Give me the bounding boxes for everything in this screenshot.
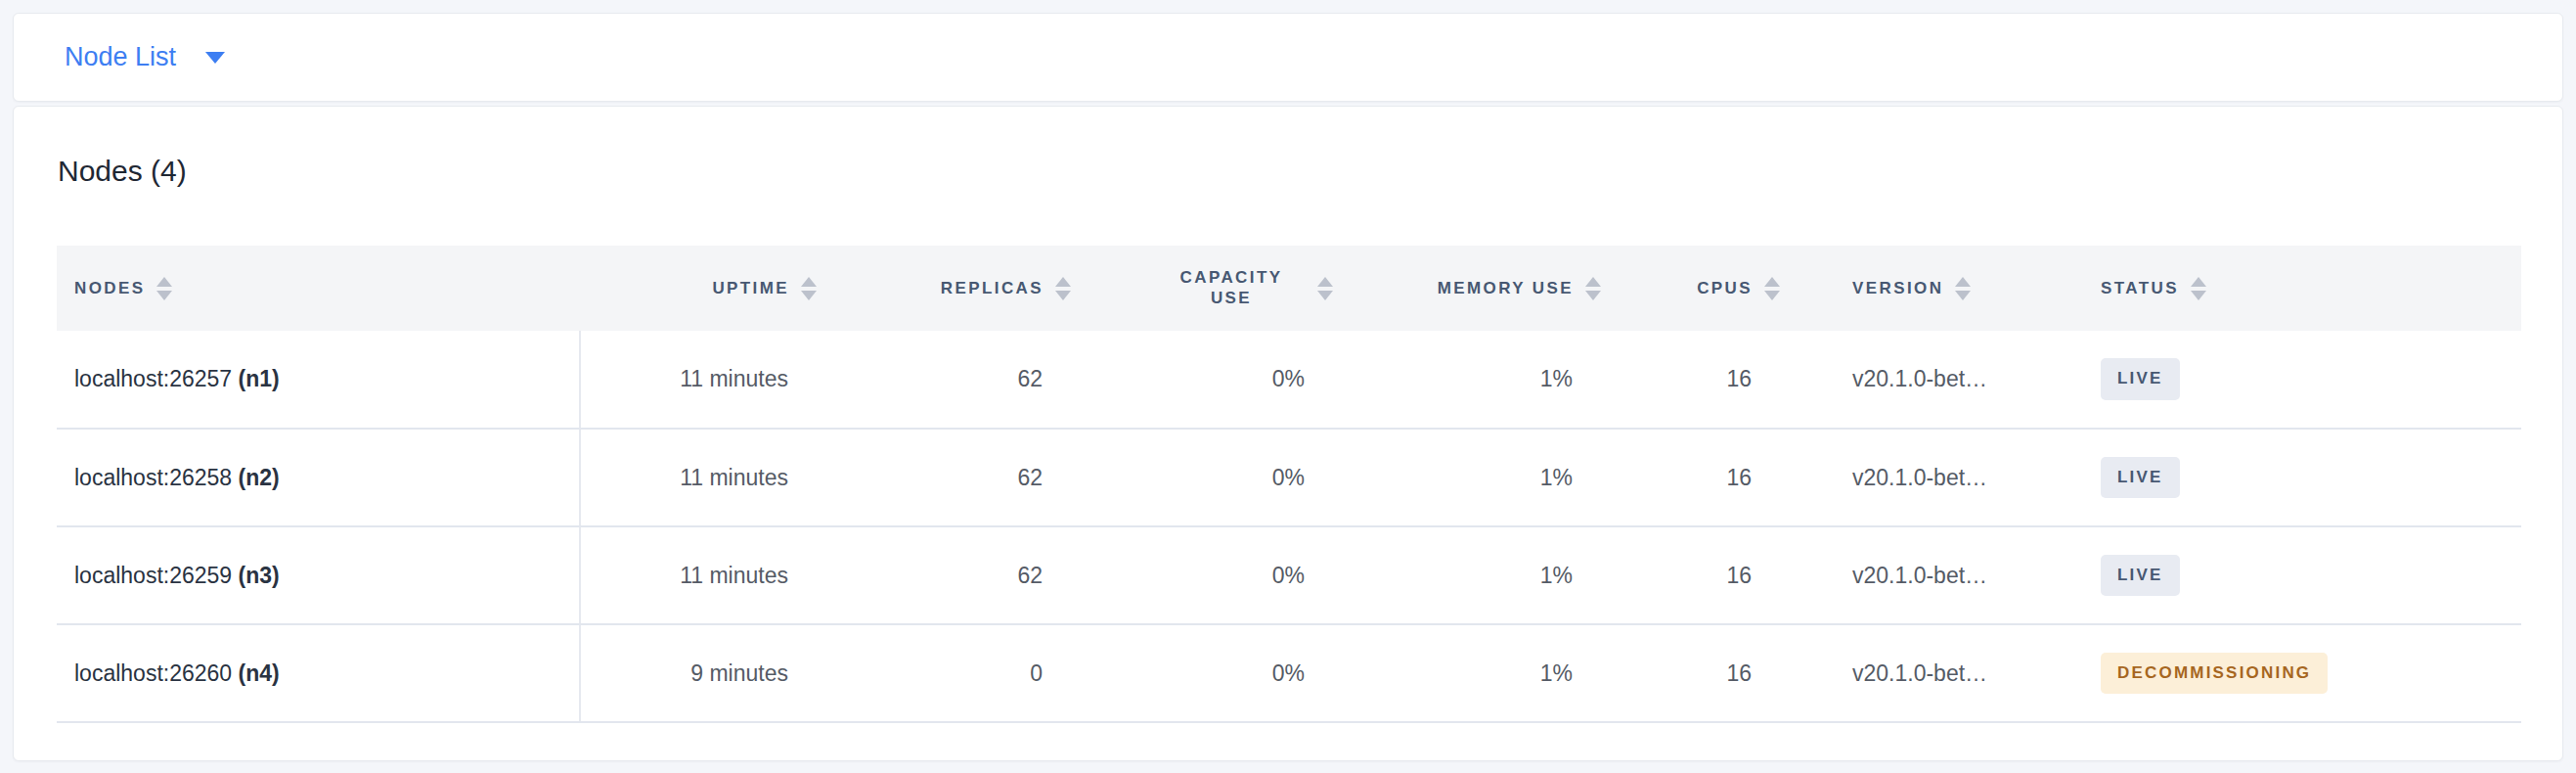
status-cell: DECOMMISSIONING (2050, 624, 2521, 722)
view-selector-label: Node List (65, 42, 176, 72)
sort-icon (1317, 277, 1333, 300)
capacity-use-cell: 0% (1087, 624, 1349, 722)
uptime-cell: 11 minutes (580, 526, 832, 624)
column-header-memory-use[interactable]: MEMORY USE (1349, 246, 1617, 331)
replicas-cell: 62 (832, 429, 1087, 526)
column-header-uptime[interactable]: UPTIME (580, 246, 832, 331)
cpus-cell: 16 (1617, 331, 1796, 429)
status-badge: LIVE (2101, 555, 2180, 596)
view-selector-bar: Node List (13, 13, 2563, 102)
capacity-use-cell: 0% (1087, 331, 1349, 429)
sort-icon (1585, 277, 1601, 300)
view-selector-dropdown[interactable]: Node List (65, 42, 225, 72)
table-row: localhost:26259 (n3) 11 minutes 62 0% 1%… (57, 526, 2521, 624)
table-header-row: NODES UPTIME REPLICAS (57, 246, 2521, 331)
column-header-status[interactable]: STATUS (2050, 246, 2521, 331)
column-header-nodes[interactable]: NODES (57, 246, 580, 331)
page-title: Nodes (4) (57, 154, 2524, 189)
sort-icon (1764, 277, 1780, 300)
cpus-cell: 16 (1617, 429, 1796, 526)
column-header-replicas[interactable]: REPLICAS (832, 246, 1087, 331)
status-badge: LIVE (2101, 457, 2180, 498)
table-row: localhost:26257 (n1) 11 minutes 62 0% 1%… (57, 331, 2521, 429)
node-address-cell[interactable]: localhost:26259 (n3) (57, 526, 580, 624)
uptime-cell: 9 minutes (580, 624, 832, 722)
sort-icon (156, 277, 172, 300)
capacity-use-cell: 0% (1087, 429, 1349, 526)
table-row: localhost:26258 (n2) 11 minutes 62 0% 1%… (57, 429, 2521, 526)
node-address-cell[interactable]: localhost:26257 (n1) (57, 331, 580, 429)
nodes-card: Nodes (4) NODES (13, 106, 2563, 761)
capacity-use-cell: 0% (1087, 526, 1349, 624)
status-badge: LIVE (2101, 358, 2180, 399)
column-header-cpus[interactable]: CPUS (1617, 246, 1796, 331)
replicas-cell: 62 (832, 526, 1087, 624)
status-cell: LIVE (2050, 429, 2521, 526)
replicas-cell: 62 (832, 331, 1087, 429)
memory-use-cell: 1% (1349, 331, 1617, 429)
uptime-cell: 11 minutes (580, 331, 832, 429)
version-cell: v20.1.0-bet… (1796, 429, 2050, 526)
caret-down-icon (205, 52, 225, 64)
memory-use-cell: 1% (1349, 526, 1617, 624)
cpus-cell: 16 (1617, 624, 1796, 722)
version-cell: v20.1.0-bet… (1796, 331, 2050, 429)
replicas-cell: 0 (832, 624, 1087, 722)
node-id: (n2) (239, 465, 280, 490)
node-address-cell[interactable]: localhost:26260 (n4) (57, 624, 580, 722)
node-id: (n1) (239, 366, 280, 391)
memory-use-cell: 1% (1349, 429, 1617, 526)
node-table-body: localhost:26257 (n1) 11 minutes 62 0% 1%… (57, 331, 2521, 722)
sort-icon (1055, 277, 1071, 300)
cpus-cell: 16 (1617, 526, 1796, 624)
status-badge: DECOMMISSIONING (2101, 653, 2328, 694)
version-cell: v20.1.0-bet… (1796, 624, 2050, 722)
version-cell: v20.1.0-bet… (1796, 526, 2050, 624)
status-cell: LIVE (2050, 331, 2521, 429)
sort-icon (2191, 277, 2206, 300)
node-id: (n3) (239, 563, 280, 588)
node-address-cell[interactable]: localhost:26258 (n2) (57, 429, 580, 526)
table-row: localhost:26260 (n4) 9 minutes 0 0% 1% 1… (57, 624, 2521, 722)
column-header-capacity-use[interactable]: CAPACITY USE (1087, 246, 1349, 331)
uptime-cell: 11 minutes (580, 429, 832, 526)
node-id: (n4) (239, 660, 280, 686)
column-header-version[interactable]: VERSION (1796, 246, 2050, 331)
page: Node List Nodes (4) NODES (13, 13, 2563, 761)
memory-use-cell: 1% (1349, 624, 1617, 722)
status-cell: LIVE (2050, 526, 2521, 624)
sort-icon (801, 277, 817, 300)
sort-icon (1955, 277, 1971, 300)
nodes-table: NODES UPTIME REPLICAS (57, 246, 2521, 723)
